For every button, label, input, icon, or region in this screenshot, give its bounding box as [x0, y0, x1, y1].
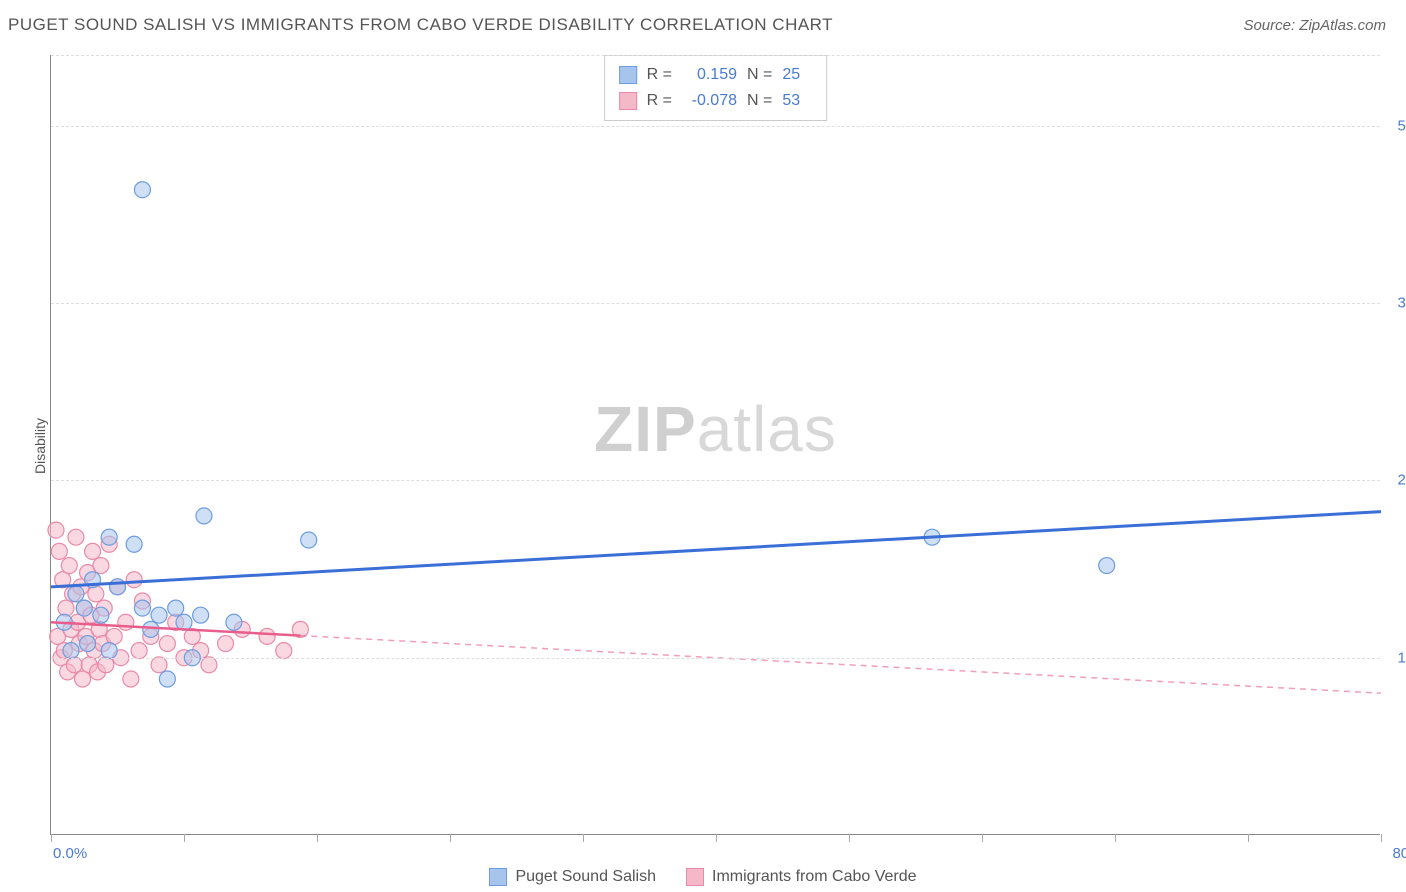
- data-point: [196, 508, 212, 524]
- data-point: [151, 607, 167, 623]
- data-point: [51, 543, 67, 559]
- r-value: 0.159: [682, 62, 737, 88]
- y-tick-label: 25.0%: [1385, 472, 1406, 489]
- data-point: [134, 182, 150, 198]
- chart-header: PUGET SOUND SALISH VS IMMIGRANTS FROM CA…: [0, 0, 1406, 50]
- x-tick: [1248, 834, 1249, 842]
- x-tick: [51, 834, 52, 842]
- stat-row: R = -0.078 N = 53: [619, 88, 813, 114]
- data-point: [110, 579, 126, 595]
- data-point: [58, 600, 74, 616]
- data-point: [159, 671, 175, 687]
- x-tick: [849, 834, 850, 842]
- gridline: [51, 126, 1380, 127]
- series-swatch: [619, 66, 637, 84]
- legend-item: Puget Sound Salish: [489, 868, 656, 886]
- x-tick: [982, 834, 983, 842]
- legend-label: Immigrants from Cabo Verde: [712, 868, 917, 886]
- data-point: [301, 532, 317, 548]
- data-point: [226, 614, 242, 630]
- data-point: [101, 529, 117, 545]
- gridline: [51, 658, 1380, 659]
- r-value: -0.078: [682, 88, 737, 114]
- gridline: [51, 55, 1380, 56]
- data-point: [159, 636, 175, 652]
- chart-title: PUGET SOUND SALISH VS IMMIGRANTS FROM CA…: [8, 15, 833, 35]
- data-point: [126, 536, 142, 552]
- gridline: [51, 480, 1380, 481]
- series-swatch: [619, 92, 637, 110]
- data-point: [143, 621, 159, 637]
- data-point: [75, 671, 91, 687]
- data-point: [193, 607, 209, 623]
- y-tick-label: 50.0%: [1385, 117, 1406, 134]
- data-point: [168, 600, 184, 616]
- x-tick: [1381, 834, 1382, 842]
- n-label: N =: [747, 88, 772, 114]
- data-point: [68, 586, 84, 602]
- x-tick: [583, 834, 584, 842]
- x-min-label: 0.0%: [53, 845, 87, 862]
- legend-item: Immigrants from Cabo Verde: [686, 868, 917, 886]
- data-point: [63, 643, 79, 659]
- x-tick: [716, 834, 717, 842]
- chart-source: Source: ZipAtlas.com: [1243, 17, 1386, 34]
- data-point: [48, 522, 64, 538]
- data-point: [80, 636, 96, 652]
- y-axis-title: Disability: [32, 418, 48, 474]
- data-point: [61, 558, 77, 574]
- trend-line-dashed: [300, 636, 1381, 694]
- data-point: [201, 657, 217, 673]
- data-point: [66, 657, 82, 673]
- data-point: [101, 643, 117, 659]
- data-point: [1099, 558, 1115, 574]
- n-value: 25: [782, 62, 812, 88]
- data-point: [118, 614, 134, 630]
- x-max-label: 80.0%: [1392, 845, 1406, 862]
- data-point: [93, 607, 109, 623]
- correlation-stat-box: R = 0.159 N = 25 R = -0.078 N = 53: [604, 55, 828, 121]
- data-point: [106, 628, 122, 644]
- data-point: [259, 628, 275, 644]
- n-label: N =: [747, 62, 772, 88]
- data-point: [93, 558, 109, 574]
- r-label: R =: [647, 62, 672, 88]
- legend-label: Puget Sound Salish: [515, 868, 656, 886]
- data-point: [76, 600, 92, 616]
- data-point: [276, 643, 292, 659]
- bottom-legend: Puget Sound Salish Immigrants from Cabo V…: [0, 868, 1406, 886]
- data-point: [98, 657, 114, 673]
- legend-swatch: [686, 868, 704, 886]
- y-tick-label: 12.5%: [1385, 649, 1406, 666]
- data-point: [88, 586, 104, 602]
- x-tick: [184, 834, 185, 842]
- r-label: R =: [647, 88, 672, 114]
- x-tick: [317, 834, 318, 842]
- data-point: [218, 636, 234, 652]
- data-point: [68, 529, 84, 545]
- plot-area: ZIPatlas R =0.159N =25R =-0.078N =53 0.0…: [50, 55, 1380, 835]
- x-tick: [450, 834, 451, 842]
- data-point: [123, 671, 139, 687]
- data-point: [134, 600, 150, 616]
- n-value: 53: [782, 88, 812, 114]
- gridline: [51, 303, 1380, 304]
- x-tick: [1115, 834, 1116, 842]
- chart-svg: [51, 55, 1380, 834]
- stat-row: R = 0.159 N = 25: [619, 62, 813, 88]
- legend-swatch: [489, 868, 507, 886]
- data-point: [151, 657, 167, 673]
- data-point: [131, 643, 147, 659]
- y-tick-label: 37.5%: [1385, 295, 1406, 312]
- data-point: [85, 543, 101, 559]
- data-point: [126, 572, 142, 588]
- trend-line-solid: [51, 512, 1381, 587]
